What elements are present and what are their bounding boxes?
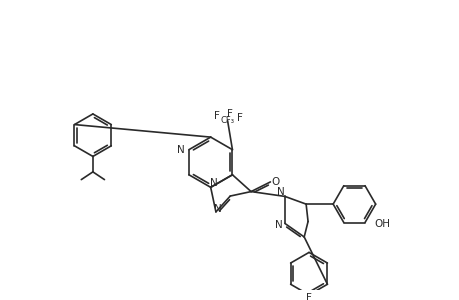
Text: O: O bbox=[270, 177, 279, 187]
Text: N: N bbox=[177, 145, 185, 155]
Text: F: F bbox=[213, 111, 219, 121]
Text: F: F bbox=[237, 113, 243, 123]
Text: F: F bbox=[226, 109, 232, 119]
Text: N: N bbox=[213, 204, 221, 214]
Text: CF₃: CF₃ bbox=[220, 116, 234, 125]
Text: OH: OH bbox=[374, 220, 390, 230]
Text: F: F bbox=[305, 292, 311, 300]
Text: N: N bbox=[274, 220, 282, 230]
Text: N: N bbox=[209, 178, 217, 188]
Text: N: N bbox=[276, 187, 284, 196]
